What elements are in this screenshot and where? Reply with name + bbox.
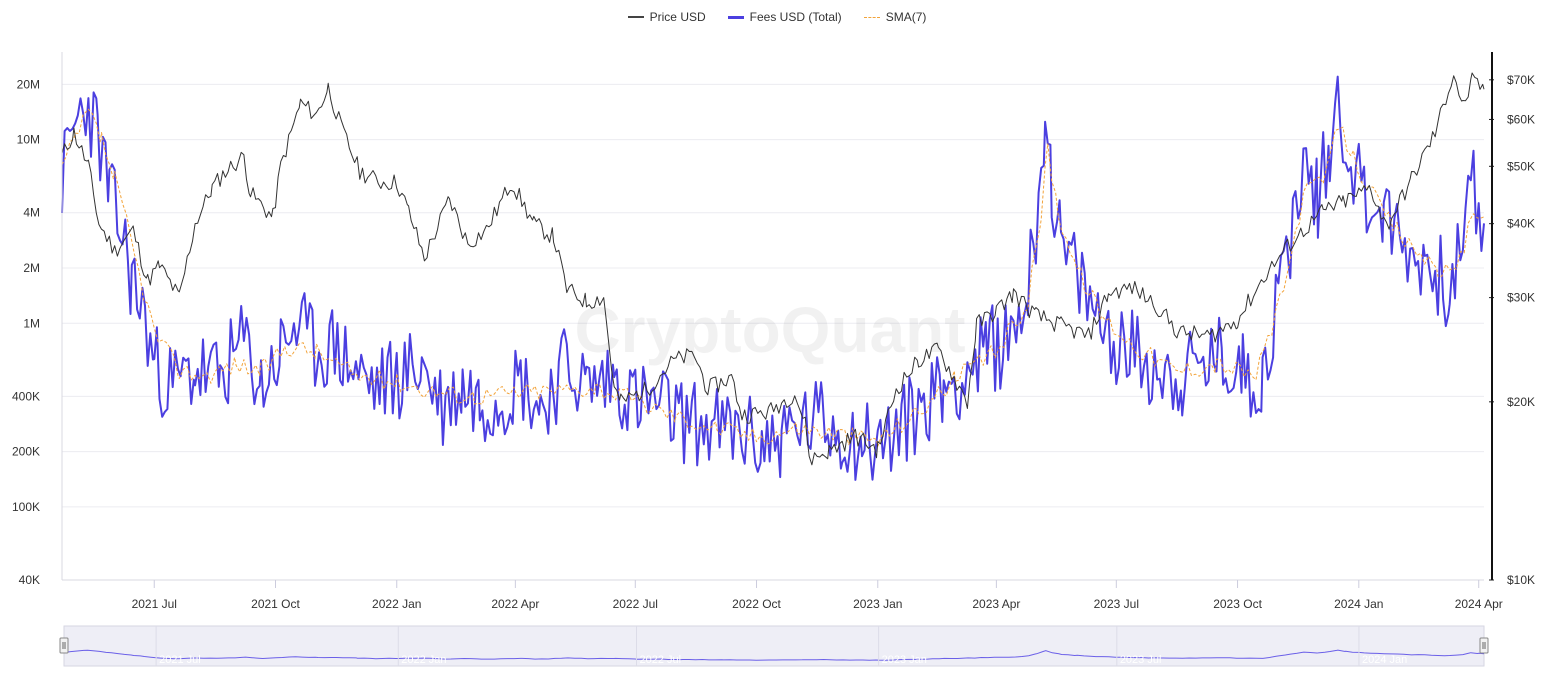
y-left-tick-label: 100K bbox=[12, 500, 40, 514]
legend-item-price[interactable]: Price USD bbox=[627, 10, 706, 24]
x-tick-label: 2023 Apr bbox=[972, 597, 1020, 611]
legend-label-price: Price USD bbox=[649, 10, 706, 24]
series-line-fees bbox=[61, 75, 1485, 481]
y-right-tick-label: $10K bbox=[1507, 573, 1535, 587]
x-tick-label: 2022 Jul bbox=[613, 597, 658, 611]
legend-label-fees: Fees USD (Total) bbox=[749, 10, 842, 24]
watermark-text: CryptoQuant bbox=[574, 294, 965, 366]
navigator-tick-label: 2023 Jan bbox=[882, 654, 927, 666]
legend-swatch-sma bbox=[863, 16, 880, 18]
x-tick-label: 2022 Jan bbox=[372, 597, 421, 611]
series-layer bbox=[61, 72, 1485, 481]
x-tick-label: 2021 Jul bbox=[132, 597, 177, 611]
legend-swatch-price bbox=[627, 16, 644, 18]
legend-swatch-fees bbox=[727, 15, 744, 19]
y-left-tick-label: 2M bbox=[23, 261, 40, 275]
series-line-price bbox=[61, 72, 1485, 466]
navigator-tick-label: 2021 Jul bbox=[159, 654, 201, 666]
x-tick-label: 2024 Jan bbox=[1334, 597, 1383, 611]
series-line-sma bbox=[61, 108, 1485, 447]
legend-item-fees[interactable]: Fees USD (Total) bbox=[727, 10, 842, 24]
x-tick-label: 2023 Jan bbox=[853, 597, 902, 611]
navigator-series-line bbox=[63, 649, 1485, 661]
x-tick-label: 2023 Oct bbox=[1213, 597, 1262, 611]
y-left-tick-label: 40K bbox=[19, 573, 40, 587]
navigator-tick-label: 2024 Jan bbox=[1362, 654, 1407, 666]
x-tick-label: 2024 Apr bbox=[1455, 597, 1503, 611]
y-left-tick-label: 400K bbox=[12, 389, 40, 403]
navigator-handle-left[interactable] bbox=[59, 637, 69, 654]
x-tick-label: 2023 Jul bbox=[1094, 597, 1139, 611]
y-left-tick-label: 4M bbox=[23, 206, 40, 220]
y-right-tick-label: $30K bbox=[1507, 291, 1535, 305]
navigator-handle-grip[interactable] bbox=[59, 637, 69, 654]
y-left-tick-label: 200K bbox=[12, 445, 40, 459]
y-left-tick-label: 10M bbox=[17, 133, 40, 147]
y-right-tick-label: $20K bbox=[1507, 395, 1535, 409]
x-tick-label: 2022 Oct bbox=[732, 597, 781, 611]
navigator-window[interactable] bbox=[63, 625, 1485, 667]
y-right-tick-label: $40K bbox=[1507, 217, 1535, 231]
legend: Price USD Fees USD (Total) SMA(7) bbox=[0, 10, 1554, 24]
navigator[interactable]: 2021 Jul 2022 Jan 2022 Jul 2023 Jan 2023 Jul… bbox=[59, 625, 1489, 667]
legend-label-sma: SMA(7) bbox=[885, 10, 927, 24]
x-tick-label: 2022 Apr bbox=[491, 597, 539, 611]
y-left-tick-label: 20M bbox=[17, 77, 40, 91]
navigator-tick-label: 2023 Jul bbox=[1120, 654, 1162, 666]
y-right-tick-label: $50K bbox=[1507, 159, 1535, 173]
y-left-tick-label: 1M bbox=[23, 316, 40, 330]
legend-item-sma[interactable]: SMA(7) bbox=[863, 10, 927, 24]
axes: 20M 10M 4M 2M 1M 400K 200K 100K 40K $70K $60K $50K $… bbox=[12, 52, 1535, 611]
navigator-tick-label: 2022 Jan bbox=[401, 654, 446, 666]
y-right-tick-label: $60K bbox=[1507, 112, 1535, 126]
y-right-tick-label: $70K bbox=[1507, 73, 1535, 87]
navigator-handle-grip[interactable] bbox=[1479, 637, 1489, 654]
navigator-handle-right[interactable] bbox=[1479, 637, 1489, 654]
x-tick-label: 2021 Oct bbox=[251, 597, 300, 611]
navigator-tick-label: 2022 Jul bbox=[639, 654, 681, 666]
